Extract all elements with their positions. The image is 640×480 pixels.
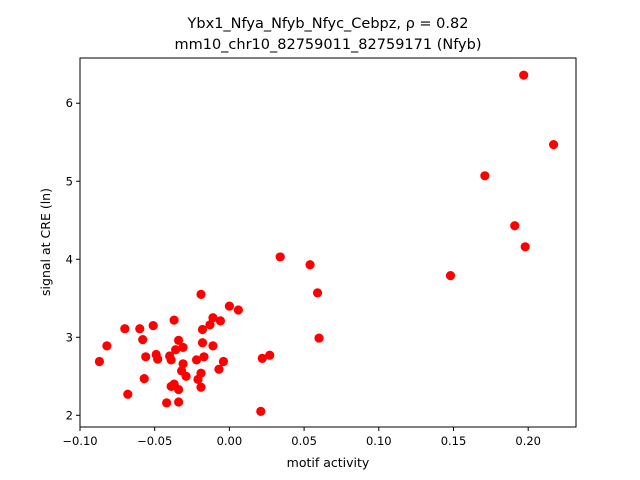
data-point — [197, 338, 208, 348]
data-point — [94, 356, 105, 367]
data-point — [265, 350, 275, 360]
data-point — [174, 397, 184, 407]
data-point — [208, 341, 218, 351]
data-point — [233, 305, 243, 315]
data-point — [199, 352, 209, 362]
data-point — [102, 341, 112, 351]
data-point — [166, 355, 176, 365]
data-point — [171, 345, 181, 355]
data-point — [256, 406, 266, 416]
y-tick-label: 4 — [66, 252, 73, 266]
data-point — [205, 320, 215, 330]
data-point — [312, 288, 323, 298]
data-point — [520, 242, 530, 252]
data-point — [162, 398, 172, 408]
data-point — [214, 364, 224, 374]
data-point — [123, 389, 133, 399]
chart-title-line1: Ybx1_Nfya_Nfyb_Nfyc_Cebpz, ρ = 0.82 — [187, 16, 469, 32]
data-point — [480, 171, 490, 181]
data-point — [519, 70, 529, 80]
x-tick-label: 0.00 — [217, 434, 243, 448]
data-point — [445, 271, 456, 281]
data-point — [191, 355, 202, 365]
data-point — [305, 260, 315, 270]
y-tick-label: 3 — [66, 330, 73, 344]
data-point — [275, 252, 285, 262]
data-point — [178, 359, 188, 369]
data-point — [169, 315, 179, 325]
x-tick-label: −0.10 — [62, 434, 97, 448]
data-point — [148, 320, 158, 331]
data-point — [178, 342, 188, 353]
points-layer — [94, 70, 559, 416]
data-point — [224, 301, 234, 311]
data-point — [314, 333, 324, 343]
x-tick-label: 0.20 — [515, 434, 541, 448]
data-point — [138, 335, 148, 345]
x-tick-label: 0.05 — [291, 434, 317, 448]
data-point — [218, 356, 229, 367]
data-point — [196, 382, 206, 392]
data-point — [139, 374, 149, 384]
data-point — [510, 221, 520, 231]
y-tick-label: 2 — [66, 408, 73, 422]
data-point — [174, 384, 184, 395]
data-point — [548, 139, 559, 150]
x-axis-ticks: −0.10 −0.05 0.00 0.05 0.10 0.15 0.20 — [62, 427, 541, 448]
y-tick-label: 6 — [66, 96, 73, 110]
data-point — [215, 316, 226, 326]
chart-title-line2: mm10_chr10_82759011_82759171 (Nfyb) — [174, 37, 481, 53]
y-axis-ticks: 2 3 4 5 6 — [66, 96, 80, 422]
data-point — [196, 289, 206, 299]
data-point — [153, 354, 163, 364]
data-point — [141, 352, 151, 362]
x-tick-label: 0.15 — [441, 434, 467, 448]
plot-frame — [79, 57, 577, 428]
data-point — [120, 324, 130, 334]
x-tick-label: 0.10 — [366, 434, 392, 448]
y-axis-label: signal at CRE (ln) — [38, 188, 53, 296]
data-point — [166, 381, 176, 392]
data-point — [181, 371, 191, 381]
data-point — [208, 313, 218, 323]
y-tick-label: 5 — [66, 174, 73, 188]
data-point — [197, 324, 208, 335]
data-point — [135, 324, 145, 334]
data-point — [174, 335, 184, 346]
data-point — [193, 374, 203, 385]
x-tick-label: −0.05 — [137, 434, 172, 448]
x-axis-label: motif activity — [287, 455, 370, 470]
data-point — [257, 353, 267, 363]
